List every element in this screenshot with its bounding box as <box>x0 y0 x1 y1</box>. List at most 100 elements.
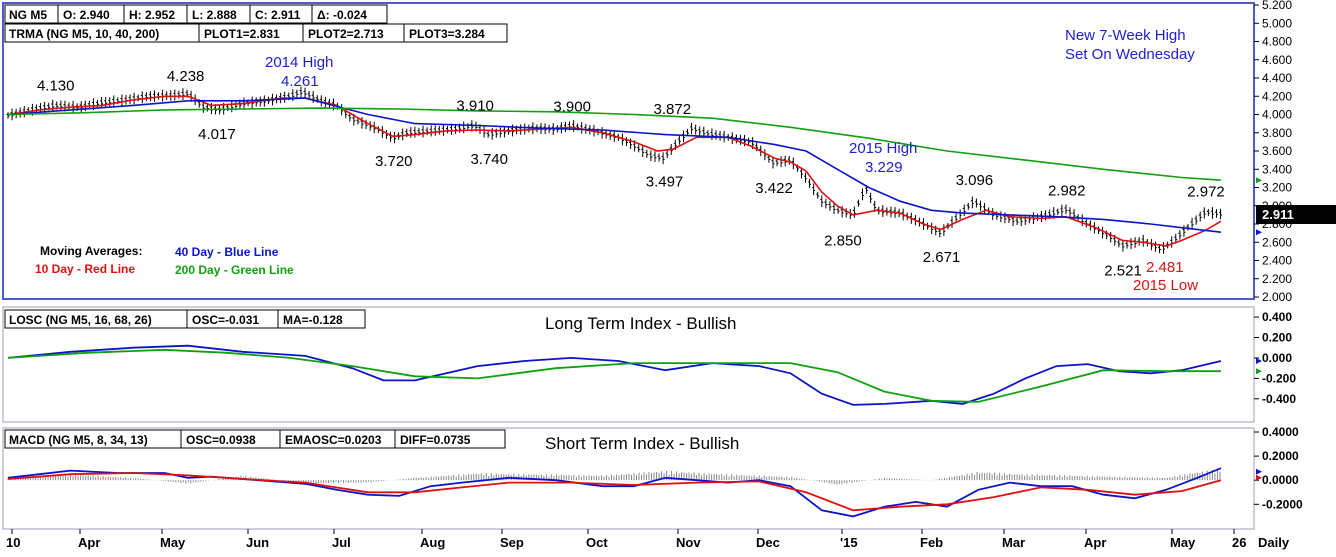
losc-title: Long Term Index - Bullish <box>545 314 737 333</box>
price-annotation: 2.982 <box>1048 182 1086 199</box>
legend-title: Moving Averages: <box>40 244 142 258</box>
macd-emaosc: EMAOSC=0.0203 <box>285 433 382 447</box>
x-tick-label: Aug <box>420 535 445 550</box>
price-tick-label: 4.200 <box>1262 89 1292 103</box>
macd-lines <box>7 467 1262 518</box>
macd-tick-label: 0.4000 <box>1262 425 1299 439</box>
losc-label: LOSC (NG M5, 16, 68, 26) <box>9 313 152 327</box>
macd-tick-label: -0.2000 <box>1262 497 1303 511</box>
x-tick-label: '15 <box>840 535 858 550</box>
x-tick-label: Mar <box>1002 535 1025 550</box>
price-annotation: 4.238 <box>167 68 205 85</box>
losc-lines <box>7 344 1262 406</box>
legend-red: 10 Day - Red Line <box>35 262 135 276</box>
price-annotation: 3.720 <box>375 153 413 170</box>
losc-osc: OSC=-0.031 <box>192 313 259 327</box>
x-tick-label: Apr <box>78 535 100 550</box>
macd-tick-label: 0.0000 <box>1262 473 1299 487</box>
x-tick-label: Sep <box>500 535 524 550</box>
price-tick-label: 5.000 <box>1262 16 1292 30</box>
plot3-value: PLOT3=3.284 <box>409 27 485 41</box>
price-tick-label: 2.000 <box>1262 290 1292 304</box>
price-tick-label: 2.400 <box>1262 254 1292 268</box>
price-annotation: 3.096 <box>956 172 994 189</box>
price-info-row1: NG M5 O: 2.940 H: 2.952 L: 2.888 C: 2.91… <box>4 4 388 24</box>
x-tick-label: 26 <box>1232 535 1246 550</box>
x-tick-label: Nov <box>676 535 701 550</box>
x-tick-label: Dec <box>756 535 780 550</box>
losc-ma: MA=-0.128 <box>283 313 343 327</box>
macd-histogram <box>7 469 1221 485</box>
price-info-row2: TRMA (NG M5, 10, 40, 200) PLOT1=2.831 PL… <box>4 23 508 43</box>
legend-green: 200 Day - Green Line <box>175 263 294 277</box>
x-tick-label: Apr <box>1084 535 1106 550</box>
price-annotation: 3.497 <box>646 173 684 190</box>
price-tick-label: 3.600 <box>1262 144 1292 158</box>
losc-tick-label: -0.400 <box>1262 392 1296 406</box>
legend-blue: 40 Day - Blue Line <box>175 245 279 259</box>
price-tick-label: 2.200 <box>1262 272 1292 286</box>
price-annotation: 2.671 <box>923 249 961 266</box>
price-annotation: 4.130 <box>37 78 75 95</box>
macd-osc: OSC=0.0938 <box>186 433 256 447</box>
macd-title: Short Term Index - Bullish <box>545 434 739 453</box>
callout-new-high-2: Set On Wednesday <box>1065 46 1195 63</box>
x-tick-label: May <box>160 535 186 550</box>
price-annotation: 2.972 <box>1187 183 1225 200</box>
macd-diff: DIFF=0.0735 <box>400 433 471 447</box>
macd-axis-ticks: 0.4000 0.2000 0.0000 -0.2000 <box>1254 425 1303 511</box>
losc-tick-label: 0.200 <box>1262 331 1292 345</box>
callout-2014-high-2: 4.261 <box>281 73 319 90</box>
losc-edge-arrow-green <box>1256 368 1262 375</box>
losc-axis-ticks: 0.400 0.200 0.000 -0.200 -0.400 <box>1254 310 1296 406</box>
callout-2015-low-1: 2.481 <box>1146 259 1184 276</box>
losc-panel-frame <box>2 306 1255 423</box>
plot2-value: PLOT2=2.713 <box>308 27 384 41</box>
macd-edge-arrow-red <box>1256 474 1262 481</box>
price-tick-label: 4.600 <box>1262 53 1292 67</box>
price-ma-line-blue <box>7 97 1221 233</box>
moving-average-legend: Moving Averages: 40 Day - Blue Line 10 D… <box>35 244 294 277</box>
price-moving-averages <box>7 95 1262 247</box>
info-change: Δ: -0.024 <box>317 8 367 22</box>
price-annotation: 2.521 <box>1104 262 1142 279</box>
price-edge-arrow-blue <box>1256 229 1262 236</box>
period-label: Daily <box>1258 535 1290 550</box>
x-tick-label: Feb <box>920 535 943 550</box>
price-ma-line-green <box>7 107 1221 181</box>
callout-2015-high-2: 3.229 <box>865 159 903 176</box>
info-low: L: 2.888 <box>192 8 237 22</box>
losc-tick-label: -0.200 <box>1262 371 1296 385</box>
price-annotation: 3.872 <box>654 101 692 118</box>
price-annotation: 3.910 <box>456 98 494 115</box>
macd-line-red <box>7 472 1222 512</box>
last-price-text: 2.911 <box>1262 207 1294 222</box>
price-edge-arrow-green <box>1256 177 1262 184</box>
info-open: O: 2.940 <box>63 8 110 22</box>
x-tick-label: Jun <box>246 535 269 550</box>
price-annotation: 4.017 <box>198 126 236 143</box>
x-tick-label: May <box>1170 535 1196 550</box>
trma-label: TRMA (NG M5, 10, 40, 200) <box>9 27 159 41</box>
callout-2015-low-2: 2015 Low <box>1133 277 1198 294</box>
losc-edge-arrow-blue <box>1256 358 1262 365</box>
price-tick-label: 3.400 <box>1262 162 1292 176</box>
price-panel-frame <box>2 2 1255 300</box>
price-annotation: 3.422 <box>755 180 793 197</box>
x-tick-label: 10 <box>6 535 20 550</box>
macd-label: MACD (NG M5, 8, 34, 13) <box>9 433 148 447</box>
callouts: New 7-Week High Set On Wednesday 2014 Hi… <box>265 27 1198 294</box>
x-axis-labels: 10 Apr May Jun Jul Aug Sep Oct Nov Dec '15 Feb Mar Ap… <box>6 529 1246 550</box>
info-close: C: 2.911 <box>255 8 301 22</box>
macd-tick-label: 0.2000 <box>1262 449 1299 463</box>
callout-2014-high-1: 2014 High <box>265 54 333 71</box>
losc-info: LOSC (NG M5, 16, 68, 26) OSC=-0.031 MA=-… <box>4 309 366 329</box>
price-annotations: 4.130 4.238 4.017 3.720 3.910 3.740 3.900 3.872… <box>37 68 1225 280</box>
price-annotation: 3.900 <box>553 99 591 116</box>
callout-new-high-1: New 7-Week High <box>1065 27 1186 44</box>
losc-tick-label: 0.400 <box>1262 310 1292 324</box>
plot1-value: PLOT1=2.831 <box>204 27 280 41</box>
losc-tick-label: 0.000 <box>1262 351 1292 365</box>
price-tick-label: 4.800 <box>1262 35 1292 49</box>
